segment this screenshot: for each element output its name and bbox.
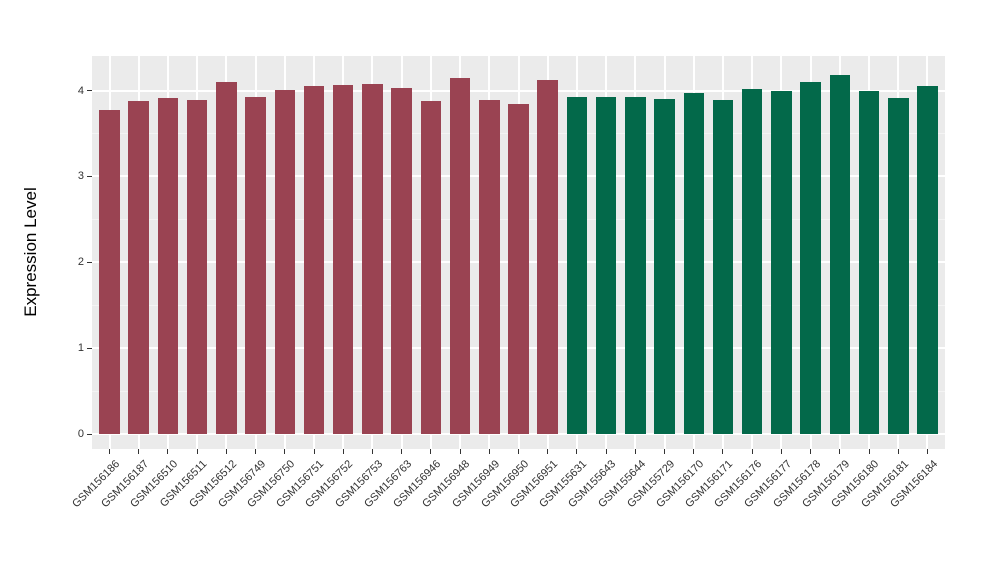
x-tick-mark <box>430 449 432 454</box>
y-tick-label: 3 <box>77 170 84 183</box>
x-tick-mark <box>371 449 373 454</box>
x-tick-mark <box>284 449 286 454</box>
y-tick-label: 1 <box>77 342 84 355</box>
bar-GSM155631 <box>566 97 588 434</box>
y-axis-title: Expression Level <box>21 187 40 317</box>
bar-GSM156179 <box>829 75 851 434</box>
y-tick-mark <box>87 433 92 435</box>
x-tick-mark <box>839 449 841 454</box>
x-tick-mark <box>342 449 344 454</box>
bar-GSM156751 <box>303 86 325 434</box>
x-tick-mark <box>780 449 782 454</box>
x-tick-mark <box>488 449 490 454</box>
x-tick-mark <box>634 449 636 454</box>
x-tick-mark <box>722 449 724 454</box>
bar-GSM156753 <box>362 84 383 434</box>
x-tick-mark <box>897 449 899 454</box>
x-tick-mark <box>926 449 928 454</box>
x-tick-mark <box>459 449 461 454</box>
y-tick-label: 2 <box>77 256 84 269</box>
y-tick-mark <box>87 347 92 349</box>
x-tick-mark <box>810 449 812 454</box>
bar-GSM156510 <box>157 98 179 434</box>
bar-GSM155729 <box>654 99 675 434</box>
x-tick-mark <box>605 449 607 454</box>
x-tick-mark <box>167 449 169 454</box>
x-tick-mark <box>751 449 753 454</box>
bar-GSM155643 <box>595 96 617 434</box>
x-tick-mark <box>401 449 403 454</box>
bar-GSM155644 <box>625 96 646 434</box>
bar-GSM156177 <box>771 90 792 434</box>
bar-GSM156171 <box>712 99 734 434</box>
x-tick-mark <box>868 449 870 454</box>
bar-GSM156176 <box>741 88 763 434</box>
x-tick-mark <box>138 449 140 454</box>
x-tick-mark <box>664 449 666 454</box>
bar-GSM156948 <box>449 78 471 434</box>
y-tick-mark <box>87 261 92 263</box>
x-tick-mark <box>313 449 315 454</box>
bar-GSM156170 <box>683 93 705 434</box>
bar-GSM156178 <box>800 81 821 434</box>
y-tick-mark <box>87 90 92 91</box>
y-tick-label: 4 <box>77 84 84 97</box>
bar-GSM156750 <box>274 89 296 434</box>
x-tick-mark <box>225 449 227 454</box>
x-tick-mark <box>109 449 111 454</box>
x-tick-mark <box>518 449 519 454</box>
bar-GSM156950 <box>508 104 529 434</box>
x-tick-mark <box>255 449 257 454</box>
bar-GSM156951 <box>537 80 558 434</box>
bar-GSM156511 <box>186 99 208 434</box>
plot-panel <box>92 56 945 449</box>
bar-GSM156949 <box>479 99 500 434</box>
bar-GSM156763 <box>391 87 412 434</box>
bar-GSM156946 <box>420 100 442 434</box>
bar-GSM156180 <box>858 91 880 434</box>
x-tick-mark <box>693 449 695 454</box>
y-tick-label: 0 <box>77 428 84 440</box>
bar-GSM156187 <box>128 100 149 434</box>
x-tick-mark <box>547 449 549 454</box>
bar-GSM156186 <box>99 110 120 434</box>
bar-GSM156512 <box>216 81 237 434</box>
x-tick-mark <box>576 449 578 454</box>
bar-GSM156184 <box>917 86 938 434</box>
bar-GSM156749 <box>245 96 266 434</box>
y-tick-mark <box>87 175 92 177</box>
x-tick-mark <box>196 449 198 454</box>
bar-GSM156181 <box>888 98 909 434</box>
bar-GSM156752 <box>332 85 354 434</box>
